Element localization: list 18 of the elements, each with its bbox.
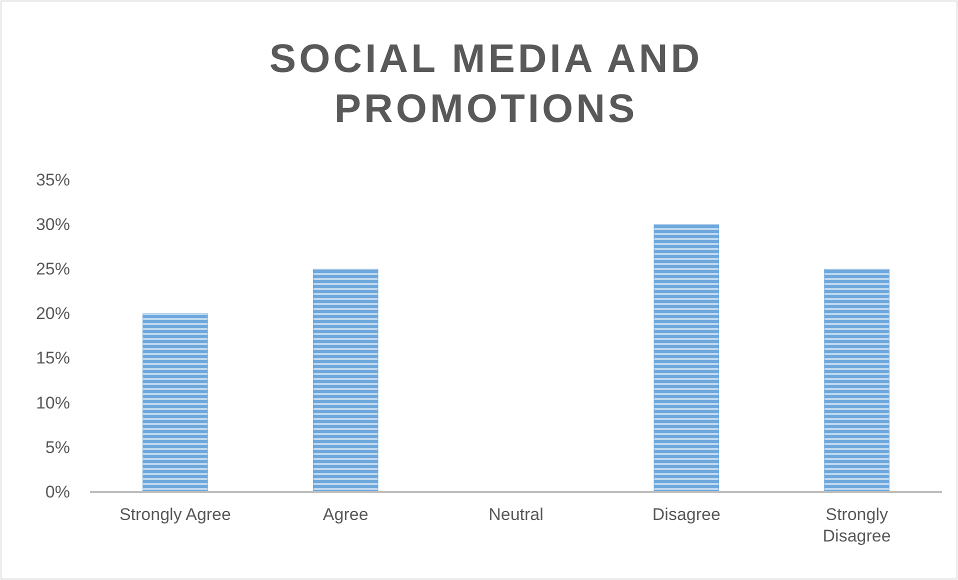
chart-title: SOCIAL MEDIA AND PROMOTIONS [269, 37, 703, 131]
y-tick-label: 5% [45, 438, 70, 457]
x-tick-label: Neutral [488, 505, 544, 524]
x-tick-label: Strongly Agree [119, 505, 231, 524]
bar [142, 313, 208, 492]
y-tick-label: 30% [36, 215, 70, 234]
x-tick-label: Strongly Disagree [822, 505, 891, 546]
y-tick-label: 10% [36, 393, 70, 412]
y-tick-label: 0% [45, 482, 70, 502]
y-tick-label: 25% [36, 260, 70, 279]
bar [824, 268, 890, 492]
bar [312, 268, 378, 492]
x-tick-label: Disagree [652, 505, 720, 524]
x-tick-label: Agree [322, 505, 368, 524]
y-tick-label: 15% [36, 348, 70, 368]
y-tick-label: 35% [36, 170, 70, 190]
bar [654, 224, 720, 492]
y-tick-label: 20% [36, 304, 70, 324]
